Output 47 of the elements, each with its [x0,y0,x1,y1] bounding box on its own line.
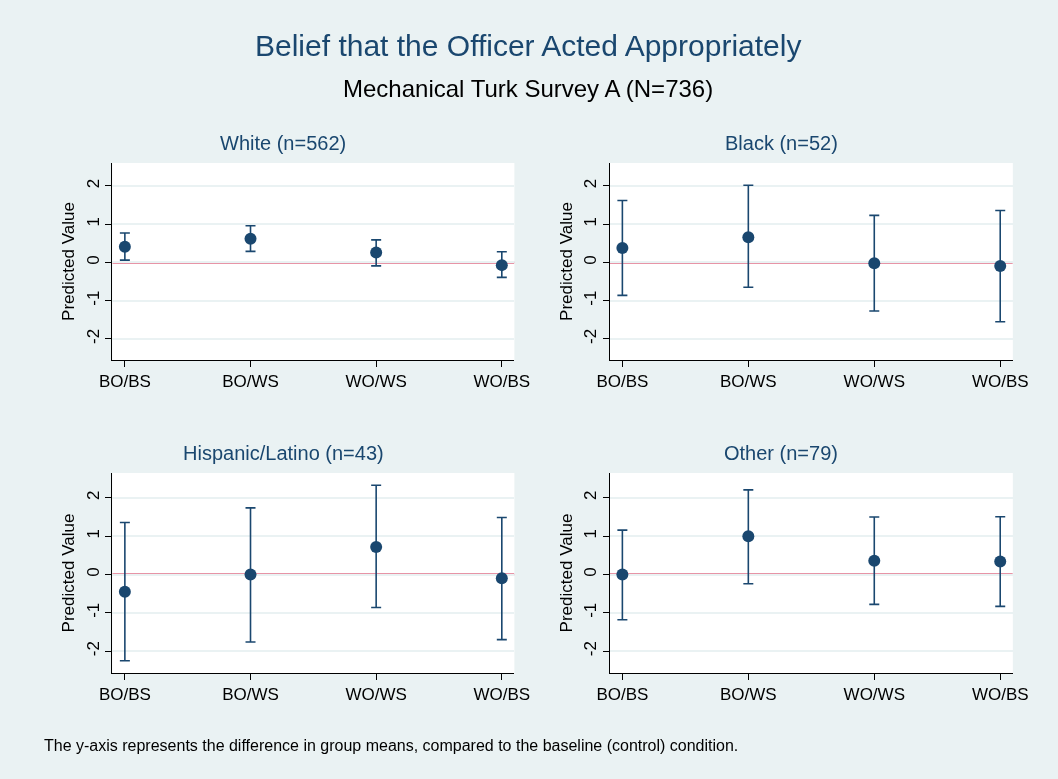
x-tick-label: BO/BS [98,685,151,705]
x-tick-label: BO/WS [719,372,777,392]
y-tick-label: -2 [580,641,600,657]
x-tick-label: BO/WS [719,685,777,705]
y-axis-title: Predicted Value [556,513,576,633]
x-tick-label: WO/WS [345,372,407,392]
y-tick-label: 1 [83,528,103,539]
y-tick-label: -1 [580,602,600,618]
x-tick-label: BO/WS [222,372,279,392]
y-tick-label: -1 [580,290,600,306]
x-tick-label: BO/BS [596,372,649,392]
y-tick-label: -2 [83,328,103,344]
x-tick-label: WO/BS [473,372,531,392]
y-axis-title: Predicted Value [59,513,79,633]
x-tick-label: BO/BS [596,685,649,705]
x-tick-label: WO/WS [843,372,905,392]
y-tick-label: -1 [83,602,103,618]
y-tick-label: 2 [580,490,600,501]
x-tick-label: WO/BS [971,685,1029,705]
y-tick-label: 1 [580,216,600,227]
y-axis-title: Predicted Value [556,202,576,321]
chart-title: Hispanic/Latino (n=43) [183,442,384,464]
chart-title: Other (n=79) [724,442,838,464]
y-tick-label: 1 [83,216,103,227]
x-tick-label: WO/WS [345,685,407,705]
y-tick-label: 0 [580,255,600,265]
y-tick-label: -2 [83,641,103,657]
x-tick-label: WO/WS [843,685,905,705]
y-tick-label: 1 [580,528,600,539]
y-tick-label: -1 [83,290,103,306]
text: Mechanical Turk Survey A (N=736) [343,75,714,102]
y-axis-title: Predicted Value [59,202,79,321]
y-tick-label: 2 [83,178,103,189]
chart-title: White (n=562) [220,132,347,154]
x-tick-label: BO/BS [98,372,151,392]
x-tick-label: WO/BS [971,372,1029,392]
x-tick-label: WO/BS [473,685,531,705]
y-tick-label: 2 [580,178,600,189]
text: The y-axis represents the difference in group means, compared to the baseline (control) condition. [44,737,739,754]
y-tick-label: 0 [580,567,600,577]
y-tick-label: 2 [83,490,103,501]
y-tick-label: 0 [83,255,103,265]
y-tick-label: -2 [580,328,600,344]
x-tick-label: BO/WS [222,685,279,705]
chart-title: Black (n=52) [725,132,838,154]
text: Belief that the Officer Acted Appropriately [255,29,802,62]
y-tick-label: 0 [83,567,103,577]
